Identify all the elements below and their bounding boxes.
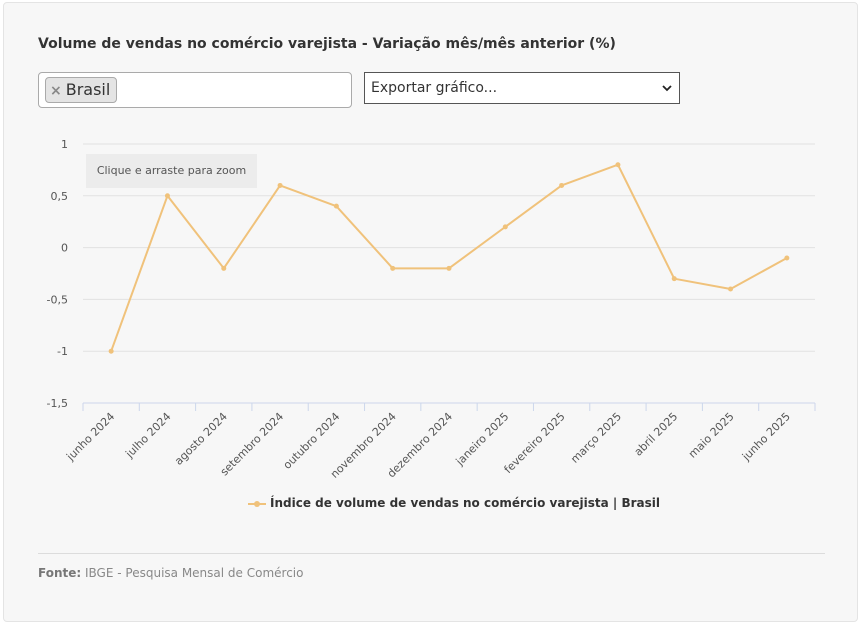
data-point — [277, 182, 283, 188]
data-point — [671, 276, 677, 282]
y-tick-label: -1 — [57, 345, 68, 358]
chevron-down-icon — [662, 85, 672, 92]
x-tick-label: julho 2024 — [122, 410, 173, 461]
x-tick-label: maio 2025 — [686, 410, 737, 461]
chart-legend[interactable]: Índice de volume de vendas no comércio v… — [248, 496, 660, 514]
x-tick-label: fevereiro 2025 — [502, 410, 568, 476]
data-point — [164, 193, 170, 199]
data-point — [446, 265, 452, 271]
legend-series-label: Índice de volume de vendas no comércio v… — [270, 496, 660, 510]
zoom-hint: Clique e arraste para zoom — [86, 154, 257, 188]
x-tick-label: março 2025 — [568, 410, 624, 466]
x-tick-label: janeiro 2025 — [453, 410, 512, 469]
data-point — [615, 162, 621, 168]
x-tick-label: agosto 2024 — [172, 410, 230, 468]
export-chart-select[interactable]: Exportar gráfico... — [364, 72, 680, 104]
x-tick-label: outubro 2024 — [281, 410, 343, 472]
y-tick-label: -1,5 — [47, 397, 68, 410]
source-note: Fonte: IBGE - Pesquisa Mensal de Comérci… — [38, 566, 303, 580]
x-tick-label: junho 2025 — [739, 410, 793, 464]
chart-title: Volume de vendas no comércio varejista -… — [38, 36, 616, 52]
source-label: Fonte: — [38, 566, 82, 580]
y-tick-label: 0,5 — [51, 190, 69, 203]
data-point — [333, 203, 339, 209]
data-point — [784, 255, 790, 261]
data-point — [502, 224, 508, 230]
export-select-value: Exportar gráfico... — [371, 80, 498, 96]
x-tick-label: abril 2025 — [632, 410, 681, 459]
legend-series-marker — [248, 498, 266, 510]
data-point — [390, 265, 396, 271]
location-tag-label: Brasil — [65, 80, 111, 99]
tag-remove-icon[interactable]: × — [50, 83, 62, 99]
data-point — [221, 265, 227, 271]
location-filter-input[interactable]: × Brasil — [38, 72, 352, 108]
location-tag: × Brasil — [45, 77, 118, 103]
y-tick-label: 1 — [61, 138, 68, 151]
data-point — [559, 182, 565, 188]
y-tick-label: -0,5 — [47, 293, 68, 306]
footer-divider — [38, 553, 825, 554]
y-tick-label: 0 — [61, 242, 68, 255]
series-line — [110, 163, 788, 352]
data-point — [728, 286, 734, 292]
data-point — [108, 348, 114, 354]
source-text: IBGE - Pesquisa Mensal de Comércio — [85, 566, 304, 580]
x-tick-label: junho 2024 — [63, 410, 117, 464]
